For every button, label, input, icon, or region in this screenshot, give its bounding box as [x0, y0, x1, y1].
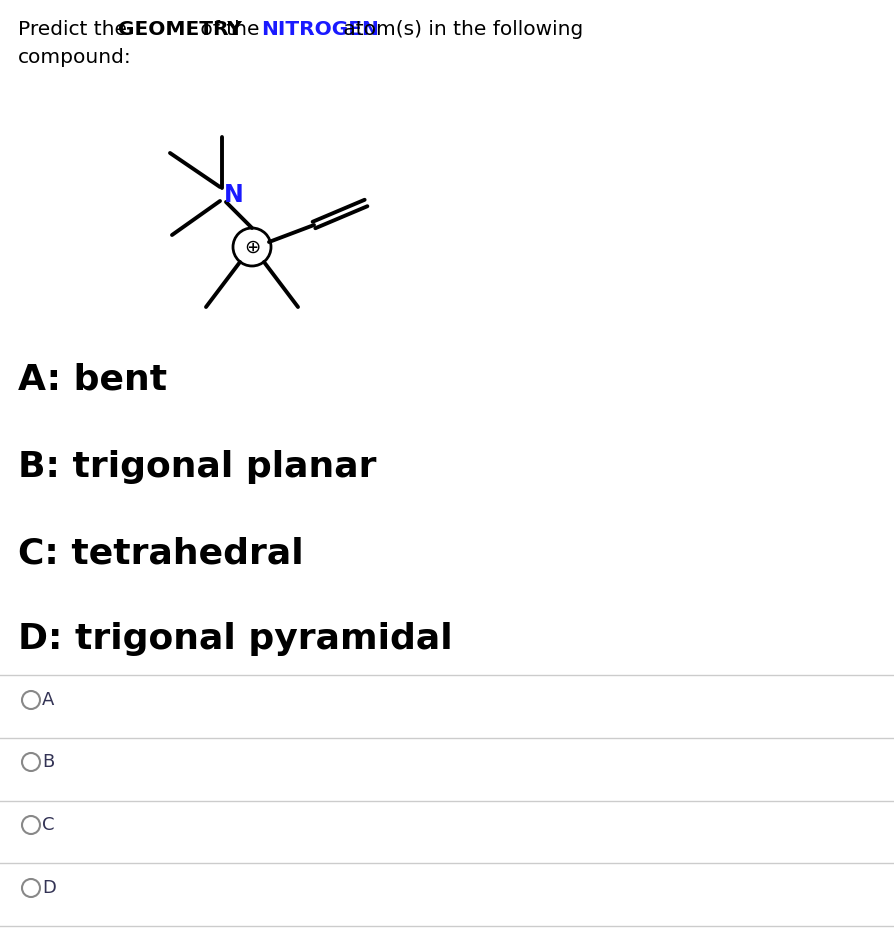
- Text: of the: of the: [194, 20, 266, 39]
- Text: compound:: compound:: [18, 48, 131, 67]
- Text: C: C: [42, 816, 55, 834]
- Text: ⊕: ⊕: [244, 238, 260, 257]
- Text: N: N: [224, 183, 244, 207]
- Text: A: bent: A: bent: [18, 363, 167, 397]
- Text: C: tetrahedral: C: tetrahedral: [18, 536, 304, 570]
- Text: NITROGEN: NITROGEN: [261, 20, 379, 39]
- Text: D: trigonal pyramidal: D: trigonal pyramidal: [18, 622, 452, 656]
- Text: D: D: [42, 879, 55, 897]
- Text: A: A: [42, 691, 55, 709]
- Text: GEOMETRY: GEOMETRY: [118, 20, 242, 39]
- Text: Predict the: Predict the: [18, 20, 133, 39]
- Text: B: trigonal planar: B: trigonal planar: [18, 450, 376, 484]
- Text: atom(s) in the following: atom(s) in the following: [337, 20, 583, 39]
- Text: B: B: [42, 753, 55, 771]
